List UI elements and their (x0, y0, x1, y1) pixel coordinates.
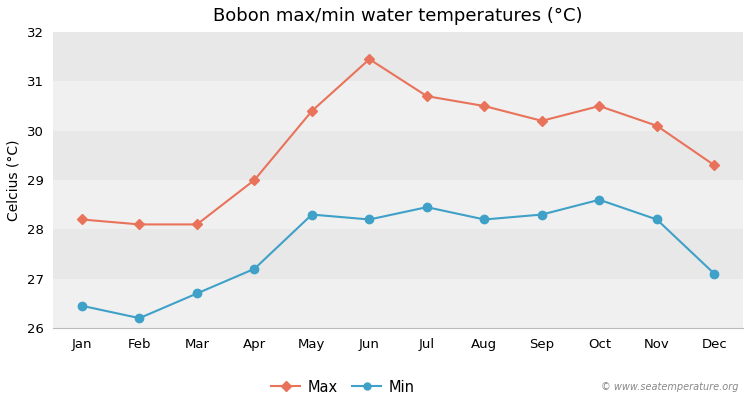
Max (595, 104, 604, 108)
Legend: Max, Min: Max, Min (266, 374, 421, 400)
Min (480, 217, 489, 222)
Bar (53, 229, 743, 279)
Min (308, 212, 316, 217)
Min (135, 316, 144, 320)
Bar (53, 32, 743, 81)
Min (365, 217, 374, 222)
Bar (53, 279, 743, 328)
Max (710, 163, 718, 168)
Line: Min: Min (78, 196, 718, 322)
Max (135, 222, 144, 227)
Max (308, 108, 316, 113)
Min (193, 291, 202, 296)
Max (365, 57, 374, 62)
Max (537, 118, 546, 123)
Max (480, 104, 489, 108)
Max (422, 94, 431, 98)
Max (193, 222, 202, 227)
Min (537, 212, 546, 217)
Bar (53, 180, 743, 229)
Y-axis label: Celcius (°C): Celcius (°C) (7, 139, 21, 221)
Min (422, 205, 431, 210)
Max (77, 217, 86, 222)
Min (77, 304, 86, 308)
Title: Bobon max/min water temperatures (°C): Bobon max/min water temperatures (°C) (214, 7, 583, 25)
Min (595, 197, 604, 202)
Bar (53, 131, 743, 180)
Max (250, 178, 259, 182)
Text: © www.seatemperature.org: © www.seatemperature.org (602, 382, 739, 392)
Bar (53, 81, 743, 131)
Min (710, 271, 718, 276)
Min (652, 217, 662, 222)
Line: Max: Max (78, 55, 718, 228)
Min (250, 266, 259, 271)
Max (652, 123, 662, 128)
